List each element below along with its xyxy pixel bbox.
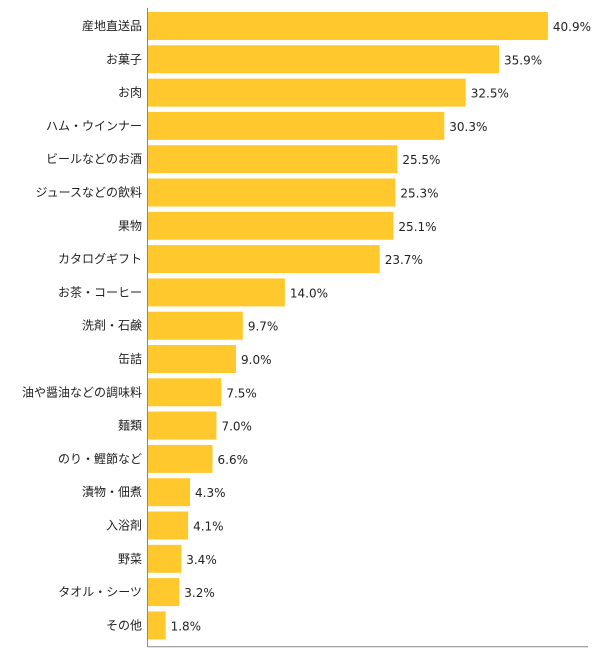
category-label: 産地直送品 xyxy=(82,18,142,33)
bar-5 xyxy=(148,178,396,207)
bar-17 xyxy=(148,578,180,607)
bar-14 xyxy=(148,478,191,507)
value-label: 25.1% xyxy=(398,220,436,234)
category-label: 麺類 xyxy=(118,419,142,433)
category-label: 洗剤・石鹸 xyxy=(82,318,142,333)
category-label: タオル・シーツ xyxy=(58,585,142,599)
bar-10 xyxy=(148,345,236,373)
category-label: ハム・ウインナー xyxy=(46,119,142,133)
value-label: 7.0% xyxy=(221,420,252,434)
value-label: 14.0% xyxy=(290,286,328,300)
category-label: その他 xyxy=(106,618,142,632)
bar-15 xyxy=(148,511,189,540)
category-label: 野菜 xyxy=(118,552,142,566)
value-label: 3.2% xyxy=(184,586,215,600)
bar-6 xyxy=(148,211,394,240)
bar-4 xyxy=(148,145,398,174)
value-label: 7.5% xyxy=(226,386,256,400)
value-label: 30.3% xyxy=(449,120,487,134)
category-label: お肉 xyxy=(118,86,142,100)
category-label: のり・鰹節など xyxy=(58,451,142,466)
value-label: 40.9% xyxy=(553,20,591,34)
category-label: ビールなどのお酒 xyxy=(46,152,142,166)
category-label: お菓子 xyxy=(106,52,142,66)
value-label: 4.3% xyxy=(195,486,226,500)
bar-0 xyxy=(148,12,548,40)
bar-12 xyxy=(148,411,217,440)
category-label: ジュースなどの飲料 xyxy=(35,185,142,200)
category-label: 漬物・佃煮 xyxy=(82,484,142,499)
bars-group xyxy=(148,12,548,640)
bar-1 xyxy=(148,45,500,74)
value-label: 1.8% xyxy=(171,619,202,633)
bar-18 xyxy=(148,611,166,640)
bar-16 xyxy=(148,544,182,573)
category-label: 油や醤油などの調味料 xyxy=(22,384,142,399)
category-label: 果物 xyxy=(118,219,142,233)
category-label: お茶・コーヒー xyxy=(58,284,142,299)
value-label: 25.3% xyxy=(400,187,438,201)
value-label: 35.9% xyxy=(504,53,542,67)
bar-7 xyxy=(148,245,380,274)
bar-13 xyxy=(148,444,213,473)
value-label: 32.5% xyxy=(471,87,509,101)
value-label: 6.6% xyxy=(218,453,249,467)
value-label: 25.5% xyxy=(402,153,440,167)
value-label: 4.1% xyxy=(193,520,224,534)
bar-2 xyxy=(148,78,466,107)
value-label: 23.7% xyxy=(385,253,423,267)
bar-8 xyxy=(148,278,285,307)
value-labels-group: 40.9% 35.9% 32.5% 30.3% 25.5% 25.3% 25.1% 23.7%… xyxy=(171,20,591,633)
bar-11 xyxy=(148,378,222,407)
bar-9 xyxy=(148,311,243,340)
value-label: 9.7% xyxy=(248,320,279,334)
category-label: 入浴剤 xyxy=(106,518,142,533)
value-label: 3.4% xyxy=(186,553,217,567)
category-label: カタログギフト xyxy=(58,252,142,266)
value-label: 9.0% xyxy=(241,353,272,367)
bar-3 xyxy=(148,111,445,140)
category-label: 缶詰 xyxy=(118,351,142,366)
category-labels-group: 産地直送品お菓子お肉ハム・ウインナービールなどのお酒ジュースなどの飲料果物カタロ… xyxy=(22,18,142,632)
